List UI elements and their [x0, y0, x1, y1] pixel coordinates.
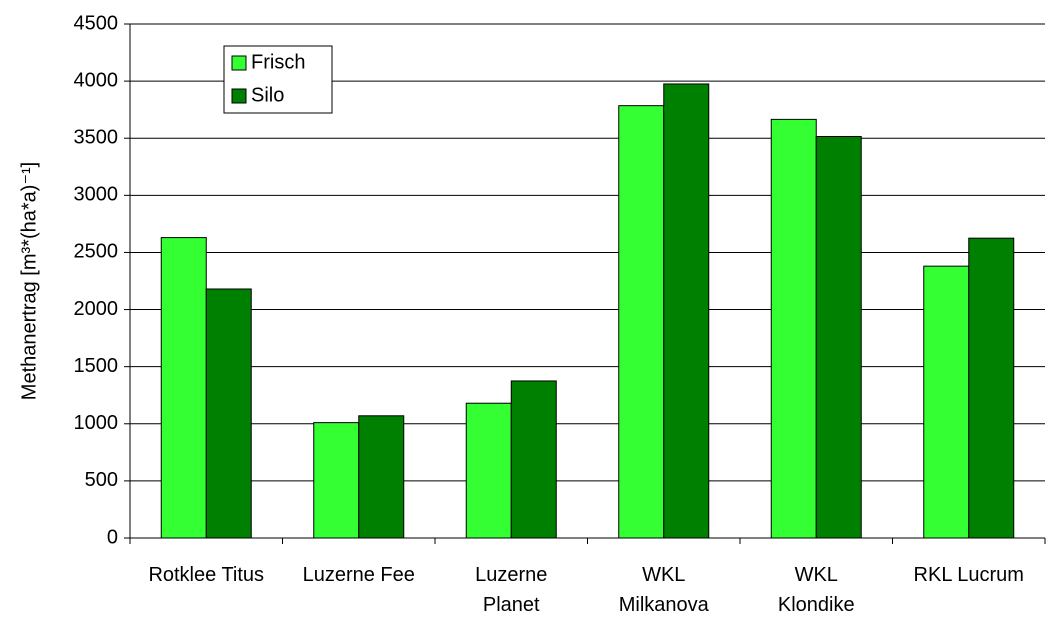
y-tick-label: 500 — [85, 469, 118, 491]
x-tick-label: RKL Lucrum — [913, 564, 1024, 586]
y-tick-label: 1000 — [74, 412, 119, 434]
bar — [663, 83, 710, 539]
y-tick-label: 2000 — [74, 298, 119, 320]
y-tick-label: 3000 — [74, 184, 119, 206]
bar — [358, 415, 405, 539]
legend-label: Frisch — [251, 51, 305, 73]
x-tick-label: Luzerne Planet — [475, 564, 548, 616]
x-tick-label: WKL Milkanova — [618, 564, 709, 616]
bar — [160, 237, 207, 539]
bar — [465, 402, 512, 539]
bar — [313, 422, 360, 539]
bar — [815, 136, 862, 539]
legend-swatch — [231, 88, 247, 104]
x-tick-label: Rotklee Titus — [148, 564, 265, 586]
y-tick-label: 4500 — [74, 12, 119, 34]
x-tick-label: Luzerne Fee — [302, 564, 415, 586]
bar — [968, 237, 1015, 539]
x-tick-label: WKL Klondike — [777, 564, 855, 616]
legend-label: Silo — [251, 84, 284, 106]
bar — [205, 288, 252, 539]
legend-swatch — [231, 55, 247, 71]
bar — [510, 380, 557, 539]
bar — [923, 265, 970, 539]
y-axis-title: Methanertrag [m³*(ha*a)⁻¹] — [18, 162, 40, 400]
bar — [618, 105, 665, 539]
y-tick-label: 0 — [107, 526, 118, 548]
y-tick-label: 4000 — [74, 69, 119, 91]
y-tick-label: 1500 — [74, 355, 119, 377]
bar — [770, 118, 817, 539]
y-tick-label: 3500 — [74, 127, 119, 149]
y-tick-label: 2500 — [74, 241, 119, 263]
